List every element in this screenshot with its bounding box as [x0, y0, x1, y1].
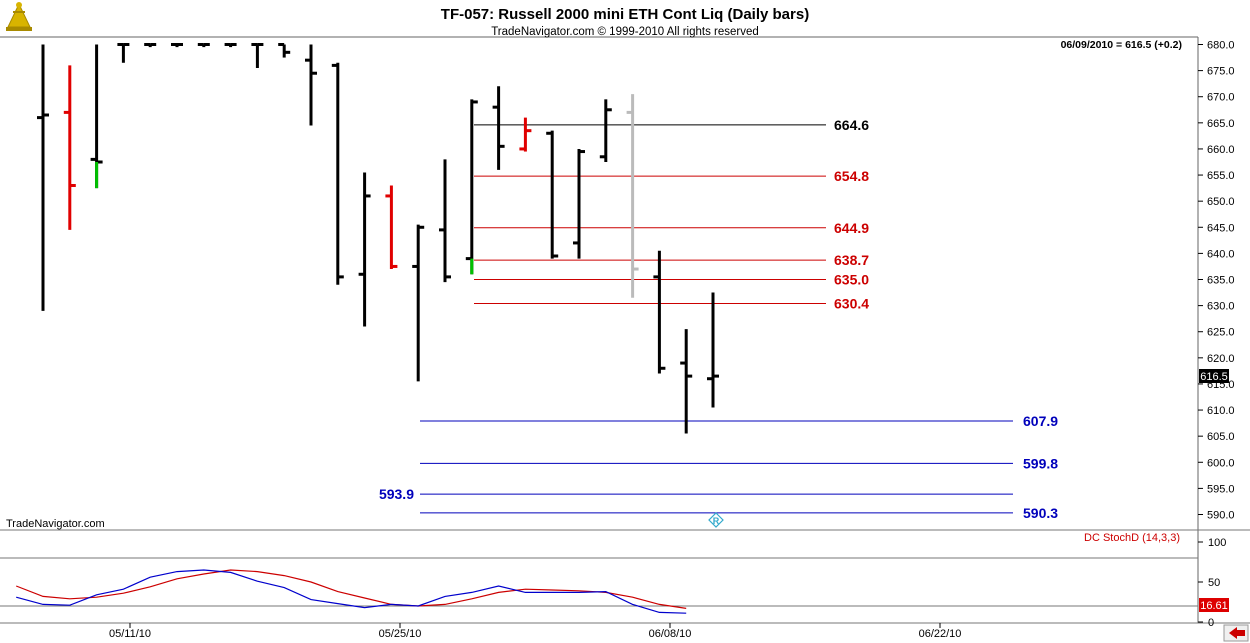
scroll-left-arrow-icon[interactable]	[1223, 624, 1249, 642]
price-bar	[599, 99, 612, 162]
stoch-line-blue	[16, 569, 687, 614]
price-bar	[492, 86, 505, 170]
stochastic-pane: 100 50 0	[0, 537, 1226, 629]
tradenavigator-logo	[6, 2, 32, 31]
y-tick-label: 680.0	[1207, 40, 1235, 52]
svg-text:R: R	[713, 516, 720, 526]
support-label: 590.3	[1023, 505, 1058, 521]
stoch-value-label: 16.61	[1200, 600, 1228, 612]
price-bar	[519, 117, 532, 152]
price-bar	[707, 292, 719, 408]
stoch-tick-label: 50	[1208, 577, 1220, 589]
support-label: 593.9	[379, 486, 414, 502]
price-bar	[144, 43, 157, 48]
y-tick-label: 635.0	[1207, 275, 1235, 287]
price-bar	[412, 224, 425, 382]
price-bar	[197, 43, 210, 48]
y-tick-label: 630.0	[1207, 301, 1235, 313]
support-label: 607.9	[1023, 413, 1058, 429]
watermark: TradeNavigator.com	[6, 518, 105, 530]
last-price-tag	[1199, 369, 1229, 383]
y-tick-label: 655.0	[1207, 170, 1235, 182]
price-bar	[546, 130, 559, 259]
price-bar	[171, 43, 183, 48]
price-bar	[305, 44, 317, 126]
price-bar	[331, 62, 344, 285]
price-bars	[37, 43, 719, 434]
y-tick-label: 660.0	[1207, 144, 1235, 156]
y-tick-label: 600.0	[1207, 457, 1235, 469]
y-tick-label: 610.0	[1207, 405, 1235, 417]
stoch-line-red	[15, 569, 687, 609]
x-tick-label: 05/25/10	[379, 628, 422, 640]
price-bar	[37, 44, 49, 311]
price-bar	[573, 148, 585, 259]
x-tick-label: 05/11/10	[109, 628, 151, 640]
price-bar	[90, 44, 103, 189]
x-tick-label: 06/22/10	[919, 628, 962, 640]
price-bar	[439, 159, 451, 283]
resistance-label: 630.4	[834, 296, 869, 312]
price-bar	[626, 94, 639, 298]
stoch-tick-label: 100	[1208, 537, 1226, 549]
support-label: 599.8	[1023, 455, 1058, 471]
x-axis: 05/11/10 05/25/10 06/08/10 06/22/10	[109, 623, 961, 640]
resistance-label: 654.8	[834, 168, 869, 184]
price-bar	[385, 185, 398, 270]
price-bar	[224, 43, 237, 48]
chart-title: TF-057: Russell 2000 mini ETH Cont Liq (…	[441, 6, 809, 23]
price-bar	[117, 43, 130, 63]
stoch-value-tag	[1199, 598, 1229, 612]
y-tick-label: 640.0	[1207, 248, 1235, 260]
y-tick-label: 675.0	[1207, 66, 1235, 78]
x-tick-label: 06/08/10	[649, 628, 692, 640]
y-tick-label: 665.0	[1207, 118, 1235, 130]
y-tick-label: 590.0	[1207, 510, 1235, 522]
y-tick-label: 595.0	[1207, 483, 1235, 495]
resistance-label: 644.9	[834, 220, 869, 236]
y-tick-label: 620.0	[1207, 353, 1235, 365]
chart-subtitle: TradeNavigator.com © 1999-2010 All right…	[491, 26, 759, 38]
price-bar	[465, 99, 478, 275]
stoch-tick-label: 0	[1208, 617, 1214, 629]
indicator-name: DC StochD (14,3,3)	[1084, 532, 1180, 544]
price-bar	[278, 43, 291, 58]
price-bar	[358, 172, 371, 327]
price-bar	[63, 65, 76, 230]
diamond-marker-icon[interactable]: R	[708, 512, 724, 528]
y-axis: 680.0 675.0 670.0 665.0 660.0 655.0 650.0 645.0…	[1198, 40, 1235, 522]
price-bar	[653, 250, 666, 374]
price-bar	[251, 43, 264, 68]
resistance-label: 664.6	[834, 117, 869, 133]
last-price-label: 616.5	[1200, 371, 1228, 383]
resistance-label: 635.0	[834, 272, 869, 288]
y-tick-label: 670.0	[1207, 92, 1235, 104]
y-tick-label: 625.0	[1207, 327, 1235, 339]
y-tick-label: 645.0	[1207, 222, 1235, 234]
y-tick-label: 650.0	[1207, 196, 1235, 208]
price-bar	[680, 329, 693, 434]
last-bar-info: 06/09/2010 = 616.5 (+0.2)	[1061, 39, 1182, 51]
y-tick-label: 605.0	[1207, 431, 1235, 443]
resistance-label: 638.7	[834, 252, 869, 268]
